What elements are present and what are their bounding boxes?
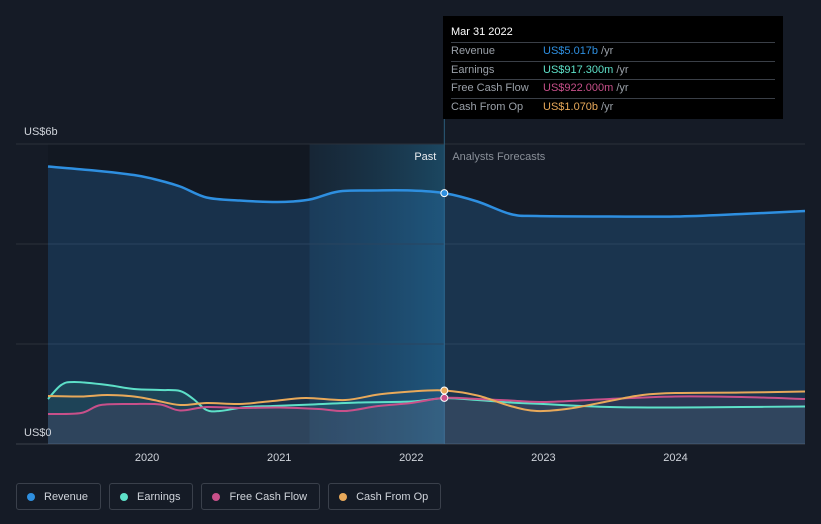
legend-label: Cash From Op — [356, 490, 429, 503]
x-tick-label: 2024 — [663, 452, 687, 464]
tooltip-row: Free Cash Flow US$922.000m/yr — [451, 79, 775, 98]
cash-from-op-line — [47, 389, 806, 413]
legend-label: Free Cash Flow — [229, 490, 308, 503]
x-tick-label: 2022 — [399, 452, 423, 464]
earnings-line — [47, 381, 806, 413]
tooltip-row-label: Free Cash Flow — [451, 82, 529, 94]
revenue-line — [47, 165, 806, 218]
revenue-marker — [440, 189, 449, 198]
tooltip-row-value: US$1.070b — [543, 100, 599, 113]
free-cash-flow-marker — [440, 393, 449, 402]
past-region-bg — [48, 144, 310, 444]
legend-item-earnings[interactable]: Earnings — [109, 483, 194, 510]
tooltip-row-unit: /yr — [601, 45, 614, 57]
legend-label: Earnings — [137, 490, 181, 503]
legend-item-cash-from-op[interactable]: Cash From Op — [328, 483, 442, 510]
tooltip-row-unit: /yr — [616, 82, 629, 94]
legend-dot-icon — [27, 492, 35, 501]
x-tick-label: 2023 — [531, 452, 555, 464]
tooltip-date: Mar 31 2022 — [451, 26, 513, 38]
earnings-area — [48, 382, 805, 444]
y-tick-label: US$6b — [24, 126, 58, 138]
tooltip-row: Revenue US$5.017b/yr — [451, 42, 775, 61]
revenue-area — [48, 166, 805, 444]
hover-tooltip: Mar 31 2022 Revenue US$5.017b/yr Earnings U… — [443, 16, 783, 119]
tooltip-row-label: Cash From Op — [451, 100, 524, 113]
tooltip-row: Earnings US$917.300m/yr — [451, 60, 775, 80]
legend-label: Revenue — [44, 490, 89, 503]
tooltip-row-unit: /yr — [616, 63, 629, 76]
tooltip-row-label: Revenue — [451, 45, 496, 57]
legend-dot-icon — [339, 492, 348, 501]
forecast-label: Analysts Forecasts — [452, 151, 545, 163]
tooltip-row: Cash From Op US$1.070b/yr — [451, 97, 775, 117]
tooltip-row-value: US$5.017b — [543, 45, 599, 57]
x-tick-label: 2020 — [135, 452, 159, 464]
legend-item-free-cash-flow[interactable]: Free Cash Flow — [201, 483, 321, 510]
x-tick-label: 2021 — [267, 452, 291, 464]
legend-dot-icon — [212, 492, 221, 501]
tooltip-row-label: Earnings — [451, 63, 495, 76]
y-tick-label: US$0 — [24, 427, 52, 439]
free-cash-flow-line — [47, 395, 806, 415]
chart-legend: Revenue Earnings Free Cash Flow Cash From O… — [16, 483, 442, 510]
cash-from-op-marker — [440, 386, 449, 395]
past-label: Past — [414, 151, 436, 163]
tooltip-row-value: US$917.300m — [543, 63, 614, 76]
tooltip-row-value: US$922.000m — [543, 82, 614, 94]
legend-dot-icon — [120, 492, 129, 501]
tooltip-row-unit: /yr — [601, 100, 614, 113]
legend-item-revenue[interactable]: Revenue — [16, 483, 102, 510]
